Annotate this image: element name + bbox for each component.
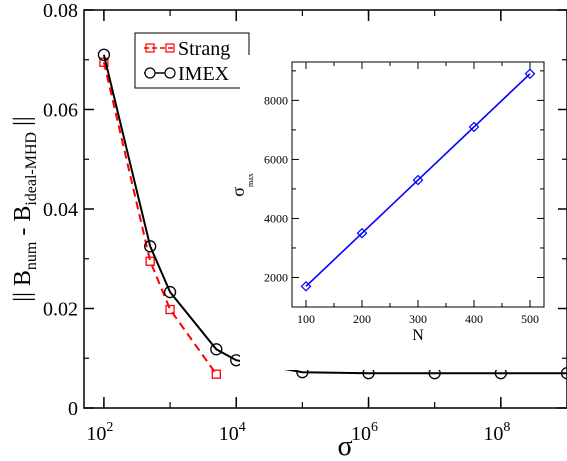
main-y-label-sub-2: ideal-MHD bbox=[23, 132, 40, 206]
inset-x-tick-label: 100 bbox=[297, 312, 315, 326]
legend-strang-marker-left bbox=[145, 43, 155, 53]
legend: Strang IMEX bbox=[134, 32, 250, 89]
data-point-imex bbox=[97, 48, 111, 61]
inset-x-tick-label: 300 bbox=[409, 312, 427, 326]
legend-entry-imex: IMEX bbox=[144, 63, 230, 85]
legend-box bbox=[134, 32, 250, 89]
inset-y-tick-label: 8000 bbox=[264, 93, 288, 107]
legend-imex-marker-right bbox=[164, 67, 176, 79]
inset-x-axis-label: N bbox=[412, 327, 424, 344]
inset-data-point bbox=[300, 280, 312, 292]
main-y-label-part-2: - B bbox=[10, 206, 36, 242]
inset-plot-background bbox=[240, 55, 558, 370]
main-x-tick-label: 106 bbox=[351, 420, 378, 445]
inset-x-tick-label: 500 bbox=[521, 312, 539, 326]
main-x-tick-label: 108 bbox=[483, 420, 510, 445]
inset-y-label-symbol: σ bbox=[228, 187, 248, 197]
main-y-label-part-1: || B bbox=[10, 270, 36, 302]
main-plot: 0 0.02 0.04 0.06 0.08 102 104 106 108 σ || Bnum … bbox=[10, 0, 567, 461]
main-y-tick-label: 0.06 bbox=[43, 100, 78, 122]
data-point-imex bbox=[210, 343, 223, 356]
inset-y-tick-label: 6000 bbox=[264, 152, 288, 166]
inset-data-point bbox=[468, 121, 480, 133]
inset-y-label-subscript: max bbox=[246, 173, 255, 187]
data-point-imex bbox=[144, 240, 157, 253]
data-point-strang bbox=[165, 304, 175, 315]
main-y-label-part-3: || bbox=[10, 116, 36, 132]
inset-data-point bbox=[412, 174, 424, 186]
inset-x-tick-label: 200 bbox=[353, 312, 371, 326]
main-axis-ticks: 0 0.02 0.04 0.06 0.08 102 104 106 108 bbox=[43, 0, 567, 445]
legend-entry-strang: Strang bbox=[144, 38, 230, 60]
inset-y-tick-label: 2000 bbox=[264, 270, 288, 284]
legend-strang-label: Strang bbox=[178, 38, 230, 60]
main-x-axis-label: σ bbox=[337, 431, 352, 461]
main-y-label-sub-1: num bbox=[23, 241, 40, 270]
inset-axis-ticks: 100 200 300 400 500 2000 4000 6000 8000 bbox=[264, 62, 544, 326]
svg-text:σmax: σmax bbox=[228, 173, 255, 196]
legend-strang-marker-right bbox=[165, 43, 175, 53]
data-point-imex bbox=[560, 367, 567, 380]
inset-y-axis-label: σmax bbox=[228, 173, 255, 196]
inset-series bbox=[300, 68, 536, 292]
inset-series-line bbox=[305, 73, 531, 287]
inset-y-tick-label: 4000 bbox=[264, 211, 288, 225]
data-point-strang bbox=[145, 256, 155, 266]
main-y-tick-label: 0.02 bbox=[43, 299, 78, 321]
legend-imex-label: IMEX bbox=[178, 63, 230, 85]
main-y-tick-label: 0 bbox=[68, 398, 78, 420]
main-x-tick-label: 104 bbox=[219, 420, 246, 445]
inset-plot: 100 200 300 400 500 2000 4000 6000 8000 N σmax bbox=[228, 55, 558, 370]
legend-imex-marker-left bbox=[144, 67, 156, 79]
inset-x-tick-label: 400 bbox=[465, 312, 483, 326]
main-y-tick-label: 0.04 bbox=[43, 199, 78, 221]
data-point-strang bbox=[211, 369, 221, 379]
inset-data-point bbox=[524, 68, 536, 80]
data-point-imex bbox=[163, 285, 177, 299]
inset-data-point bbox=[356, 227, 368, 239]
main-y-tick-label: 0.08 bbox=[43, 0, 78, 22]
main-x-tick-label: 102 bbox=[86, 420, 113, 445]
main-y-axis-label: || Bnum - Bideal-MHD || bbox=[10, 116, 40, 301]
